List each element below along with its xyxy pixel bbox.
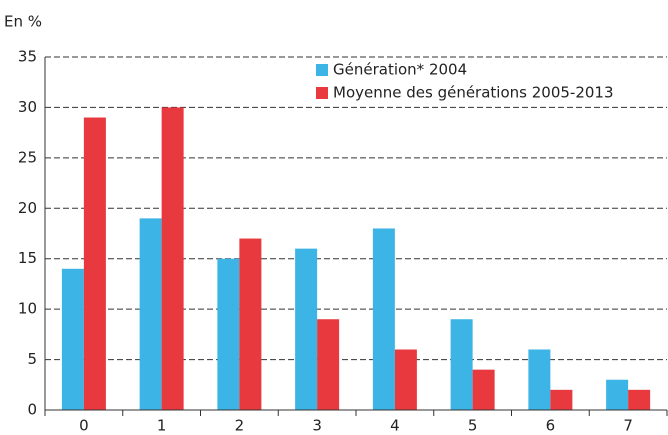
y-tick-label: 5 (27, 350, 37, 368)
bar (317, 319, 340, 410)
bar (528, 349, 551, 410)
x-tick-label: 6 (546, 417, 556, 435)
y-tick-label: 20 (18, 199, 37, 217)
bar (217, 258, 240, 410)
legend-swatch (316, 87, 328, 99)
bar (239, 238, 262, 410)
y-tick-label: 35 (18, 48, 37, 66)
bar (295, 248, 318, 410)
y-axis-label: En % (4, 13, 42, 31)
x-tick-label: 3 (312, 417, 322, 435)
x-tick-label: 0 (79, 417, 89, 435)
bar (61, 268, 84, 410)
y-tick-label: 30 (18, 98, 37, 116)
bar (450, 319, 473, 410)
x-tick-label: 4 (390, 417, 400, 435)
y-tick-label: 0 (27, 401, 37, 419)
legend-label: Génération* 2004 (333, 61, 467, 79)
y-tick-label: 10 (18, 300, 37, 318)
y-tick-label: 25 (18, 148, 37, 166)
legend-swatch (316, 64, 328, 76)
bar (472, 369, 495, 410)
y-tick-label: 15 (18, 249, 37, 267)
bar (161, 107, 184, 410)
bar (139, 218, 162, 410)
bar (372, 228, 395, 410)
bar (628, 389, 651, 410)
bar (550, 389, 573, 410)
x-tick-label: 7 (623, 417, 633, 435)
legend-label: Moyenne des générations 2005-2013 (333, 84, 614, 102)
bar (606, 379, 629, 410)
x-tick-label: 1 (157, 417, 167, 435)
x-tick-label: 2 (235, 417, 245, 435)
bar (83, 117, 106, 410)
x-tick-label: 5 (468, 417, 478, 435)
bar (394, 349, 417, 410)
